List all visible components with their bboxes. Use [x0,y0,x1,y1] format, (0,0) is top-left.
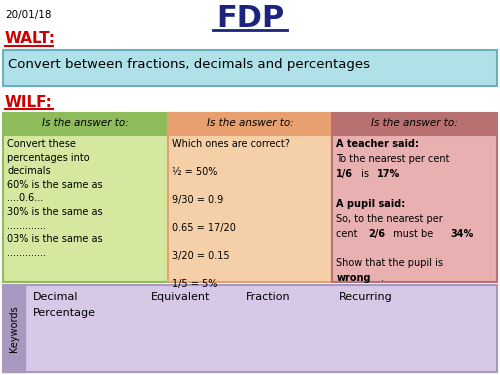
Text: is: is [358,169,372,179]
Text: Which ones are correct?

½ = 50%

9/30 = 0.9

0.65 = 17/20

3/20 = 0.15

1/5 = 5: Which ones are correct? ½ = 50% 9/30 = 0… [172,139,290,289]
Text: Keywords: Keywords [9,305,19,352]
Text: wrong: wrong [336,273,371,284]
Text: Is the answer to:: Is the answer to: [372,118,458,128]
FancyBboxPatch shape [332,113,497,135]
FancyBboxPatch shape [168,135,332,282]
FancyBboxPatch shape [168,113,332,135]
Text: Recurring: Recurring [339,292,393,302]
Text: Decimal: Decimal [33,292,78,302]
Text: WILF:: WILF: [5,95,53,110]
Text: To the nearest per cent: To the nearest per cent [336,154,450,164]
Text: 1/6: 1/6 [336,169,353,179]
Text: 20/01/18: 20/01/18 [5,10,52,20]
FancyBboxPatch shape [3,135,168,282]
Text: 34%: 34% [450,229,473,238]
Text: Equivalent: Equivalent [151,292,210,302]
Text: Show that the pupil is: Show that the pupil is [336,258,444,268]
Text: A teacher said:: A teacher said: [336,139,419,149]
FancyBboxPatch shape [332,135,497,282]
Text: WALT:: WALT: [5,31,56,46]
Text: Is the answer to:: Is the answer to: [206,118,294,128]
FancyBboxPatch shape [3,285,25,372]
Text: So, to the nearest per: So, to the nearest per [336,214,443,223]
Text: must be: must be [390,229,436,238]
FancyBboxPatch shape [3,50,497,86]
Text: 17%: 17% [376,169,400,179]
Text: Percentage: Percentage [33,308,96,318]
Text: 2/6: 2/6 [368,229,385,238]
Text: cent: cent [336,229,361,238]
Text: Is the answer to:: Is the answer to: [42,118,128,128]
FancyBboxPatch shape [3,113,168,135]
Text: FDP: FDP [216,4,284,33]
Text: Fraction: Fraction [246,292,290,302]
FancyBboxPatch shape [3,285,497,372]
Text: Convert these
percentages into
decimals
60% is the same as
....0.6...
30% is the: Convert these percentages into decimals … [7,139,102,258]
Text: Convert between fractions, decimals and percentages: Convert between fractions, decimals and … [8,58,370,71]
Text: A pupil said:: A pupil said: [336,199,406,209]
Text: .: . [381,273,384,284]
